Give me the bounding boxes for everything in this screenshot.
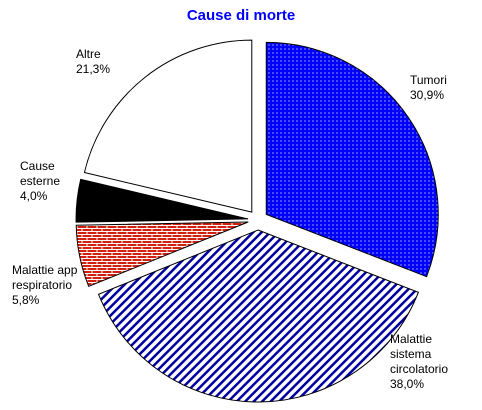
- slice-label: Malattie app respiratorio 5,8%: [12, 263, 78, 307]
- slice-value-label: 5,8%: [12, 293, 40, 307]
- slice-label: Tumori 30,9%: [410, 73, 447, 102]
- pie-slice: [265, 41, 439, 278]
- pie-slice: [97, 229, 420, 403]
- slice-value-label: 30,9%: [410, 88, 444, 102]
- slice-label-line: Cause: [20, 159, 55, 173]
- pie-slice: [75, 178, 249, 223]
- slice-label-line: esterne: [20, 174, 60, 188]
- slice-label-line: Malattie app: [12, 263, 78, 277]
- slice-value-label: 4,0%: [20, 189, 48, 203]
- slice-label-line: Tumori: [410, 73, 447, 87]
- slice-label-line: respiratorio: [12, 278, 72, 292]
- slice-label-line: circolatorio: [390, 362, 448, 376]
- slice-value-label: 21,3%: [76, 62, 110, 76]
- chart-title: Cause di morte: [187, 7, 295, 24]
- slice-value-label: 38,0%: [390, 377, 424, 391]
- slice-label: Cause esterne 4,0%: [20, 159, 60, 203]
- slice-label: Altre 21,3%: [76, 47, 110, 76]
- slice-label: Malattie sistema circolatorio 38,0%: [390, 332, 448, 391]
- slice-label-line: Malattie: [390, 332, 432, 346]
- slice-label-line: sistema: [390, 347, 432, 361]
- pie-slice: [75, 221, 249, 287]
- slice-label-line: Altre: [76, 47, 101, 61]
- pie-slice: [83, 39, 253, 213]
